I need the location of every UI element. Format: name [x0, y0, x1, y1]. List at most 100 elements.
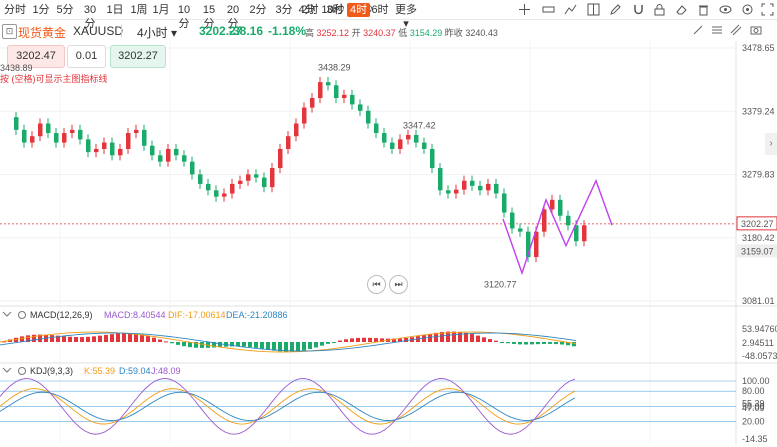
- tf-3hour[interactable]: 3时: [326, 4, 344, 16]
- lot-input[interactable]: 0.01: [67, 45, 106, 68]
- eye-icon[interactable]: [718, 2, 733, 17]
- candle-body: [142, 129, 147, 146]
- camera-icon[interactable]: [750, 24, 762, 36]
- pencil-icon[interactable]: [608, 2, 623, 17]
- tf-1min[interactable]: 1分: [32, 4, 50, 16]
- tf-1month[interactable]: 1月: [152, 4, 170, 16]
- candle-body: [118, 148, 123, 156]
- draw-channel-icon[interactable]: [730, 24, 742, 36]
- kdj-axis-label: 20.00: [742, 417, 765, 427]
- tf-30min[interactable]: 30分: [83, 4, 97, 30]
- sell-button[interactable]: 3202.47: [7, 45, 65, 68]
- high-label: 高: [305, 28, 315, 38]
- prev-value: 3240.43: [465, 28, 498, 38]
- candle-body: [550, 199, 555, 210]
- quote-info-bar: ⊡ 现货黄金 XAUUSD 4小时 ▾ 3202.27 -38.16 -1.18…: [0, 21, 777, 41]
- candle-body: [70, 129, 75, 134]
- tf-2hour[interactable]: 2时: [301, 4, 319, 16]
- tf-20min[interactable]: 20分: [226, 4, 240, 30]
- macd-bar: [452, 331, 456, 342]
- draw-fib-icon[interactable]: [711, 24, 723, 36]
- draw-line-icon[interactable]: [692, 24, 704, 36]
- macd-bar: [182, 342, 186, 347]
- chevron-right-icon[interactable]: ›: [765, 133, 777, 155]
- trash-icon[interactable]: [696, 2, 711, 17]
- tf-10sec[interactable]: 10秒: [321, 4, 345, 16]
- macd-bar: [2, 341, 6, 343]
- macd-bar: [170, 342, 174, 344]
- macd-bar: [398, 338, 402, 342]
- price-change: -38.16: [229, 24, 264, 38]
- candle-body: [446, 190, 451, 194]
- macd-bar: [272, 342, 276, 351]
- candle-body: [110, 142, 115, 156]
- macd-bar: [326, 342, 330, 344]
- fullscreen-icon[interactable]: [760, 2, 775, 17]
- buy-button[interactable]: 3202.27: [110, 45, 166, 68]
- candle-body: [22, 129, 27, 143]
- tf-2min[interactable]: 2分: [249, 4, 267, 16]
- candle-body: [278, 148, 283, 169]
- macd-bar: [62, 336, 66, 342]
- price-axis-label: 3279.83: [742, 170, 775, 180]
- kdj-settings-icon[interactable]: [17, 366, 27, 376]
- settings-icon[interactable]: [740, 2, 755, 17]
- macd-bar: [284, 342, 288, 352]
- macd-collapse-icon[interactable]: [2, 311, 12, 319]
- candle-body: [430, 148, 435, 169]
- macd-bar: [446, 331, 450, 342]
- macd-bar: [104, 334, 108, 342]
- tf-more[interactable]: 更多 ▾: [395, 4, 417, 30]
- macd-bar: [236, 342, 240, 347]
- macd-bar: [110, 334, 114, 342]
- previous-icon[interactable]: ⏮: [367, 275, 386, 294]
- candle-body: [494, 183, 499, 194]
- macd-panel: [0, 331, 577, 353]
- tf-4hour[interactable]: 4时: [347, 3, 371, 17]
- peak-annotation: 3347.42: [403, 120, 436, 130]
- macd-axis-label: 2.94511: [742, 338, 774, 348]
- macd-bar: [464, 332, 468, 342]
- tf-6hour[interactable]: 6时: [371, 4, 389, 16]
- lock-icon[interactable]: [652, 2, 667, 17]
- macd-bar: [308, 342, 312, 350]
- tf-3min[interactable]: 3分: [275, 4, 293, 16]
- candle-body: [566, 215, 571, 226]
- indicator-icon[interactable]: [563, 2, 578, 17]
- macd-settings-icon[interactable]: [17, 310, 27, 320]
- candle-body: [318, 82, 323, 99]
- left-price-marker: 3438.89: [0, 63, 33, 73]
- tf-4min[interactable]: 4分: [298, 4, 316, 16]
- crosshair-icon[interactable]: [517, 2, 532, 17]
- macd-bar: [560, 342, 564, 345]
- tf-fenshi[interactable]: 分时: [4, 4, 26, 16]
- period-selector[interactable]: 4小时 ▾: [137, 26, 178, 40]
- kline-chart[interactable]: 3438.29 3347.42 3120.77 3478.65 3379.24 3279…: [0, 41, 777, 444]
- tf-1day[interactable]: 1日: [106, 4, 124, 16]
- candle-body: [574, 225, 579, 242]
- macd-bar: [254, 342, 258, 348]
- chart-area[interactable]: 3438.29 3347.42 3120.77 3478.65 3379.24 3279…: [0, 41, 777, 444]
- tf-15min[interactable]: 15分: [202, 4, 216, 30]
- tf-10min[interactable]: 10分: [177, 4, 191, 30]
- instrument-name: 现货黄金: [18, 26, 67, 40]
- tf-5min[interactable]: 5分: [56, 4, 74, 16]
- ruler-icon[interactable]: [541, 2, 556, 17]
- macd-bar: [494, 340, 498, 342]
- macd-bar: [194, 342, 198, 348]
- candle-body: [182, 155, 187, 162]
- candle-body: [582, 225, 587, 242]
- current-price-tag: [736, 216, 777, 231]
- magnet-icon[interactable]: [631, 2, 646, 17]
- close-icon[interactable]: ⊡: [2, 24, 17, 39]
- candle-body: [38, 123, 43, 137]
- divider: [121, 25, 122, 37]
- eraser-icon[interactable]: [674, 2, 689, 17]
- macd-bar: [458, 331, 462, 342]
- layout-icon[interactable]: [586, 2, 601, 17]
- projection-line: [502, 178, 613, 276]
- kdj-collapse-icon[interactable]: [2, 367, 12, 375]
- tf-1week[interactable]: 1周: [130, 4, 148, 16]
- indicator-hint: 按 (空格)可显示主图指标线: [0, 74, 108, 84]
- next-icon[interactable]: ⏭: [389, 275, 408, 294]
